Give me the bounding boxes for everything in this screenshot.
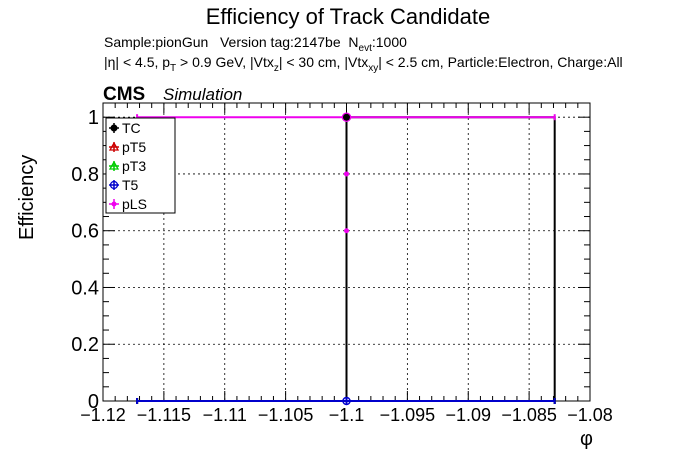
vtxxy-sub: xy	[368, 62, 379, 74]
legend-label-pT3: pT3	[122, 158, 146, 174]
sample-label: Sample:pionGun	[104, 34, 209, 50]
nevt-label: N	[348, 34, 359, 50]
x-tick-label: −1.115	[137, 405, 191, 425]
x-tick-label: −1.11	[203, 405, 247, 425]
pt-cut: > 0.9 GeV, |Vtx	[176, 54, 274, 70]
series-line-TC	[137, 116, 556, 402]
pt-sub: T	[170, 62, 177, 74]
x-axis-label: φ	[580, 428, 593, 450]
simulation-label: Simulation	[163, 85, 243, 104]
vtxz-sub: z	[273, 62, 279, 74]
x-tick-label: −1.095	[380, 405, 436, 425]
nevt-sub: evt	[358, 42, 372, 54]
legend-box	[105, 117, 176, 214]
x-tick-label: −1.09	[445, 405, 491, 425]
cms-label: CMS	[103, 84, 146, 105]
x-tick-label: −1.085	[501, 405, 557, 425]
sample-info-line: Sample:pionGun Version tag:2147be Nevt:1…	[104, 34, 407, 54]
x-tick-label: −1.12	[80, 405, 126, 425]
cuts-info-line: |η| < 4.5, pT > 0.9 GeV, |Vtxz| < 30 cm,…	[104, 54, 623, 74]
eta-cut: |η| < 4.5, p	[104, 54, 171, 70]
series-point-pLS	[344, 228, 349, 234]
y-tick-label: 1	[88, 107, 99, 129]
y-tick-label: 0.2	[71, 334, 99, 356]
vtxz-cut: | < 30 cm, |Vtx	[278, 54, 369, 70]
series-point-pLS	[344, 171, 349, 177]
legend-marker-T5	[109, 180, 119, 190]
y-tick-label: 0.8	[71, 164, 99, 186]
legend-label-pLS: pLS	[122, 196, 147, 212]
series-point-T5	[342, 396, 351, 406]
series-point-TC	[343, 113, 350, 121]
legend-marker-TC	[110, 124, 118, 132]
legend-label-TC: TC	[122, 120, 141, 136]
version-label: Version tag:2147be	[219, 34, 341, 50]
legend-label-pT5: pT5	[122, 139, 146, 155]
series-point-pLS	[341, 112, 352, 122]
chart-title: Efficiency of Track Candidate	[205, 4, 491, 29]
legend-label-T5: T5	[122, 177, 139, 193]
rest-cut: | < 2.5 cm, Particle:Electron, Charge:Al…	[378, 54, 623, 70]
y-tick-label: 0	[88, 391, 99, 413]
y-tick-label: 0.6	[71, 221, 99, 243]
x-tick-label: −1.105	[258, 405, 314, 425]
x-tick-label: −1.1	[329, 405, 365, 425]
nevt-value: :1000	[371, 34, 407, 50]
legend-marker-pT5	[108, 141, 120, 151]
legend-marker-pLS	[111, 201, 117, 207]
y-tick-label: 0.4	[71, 277, 99, 299]
legend-marker-pT3	[108, 160, 120, 170]
x-tick-label: −1.08	[567, 405, 613, 425]
